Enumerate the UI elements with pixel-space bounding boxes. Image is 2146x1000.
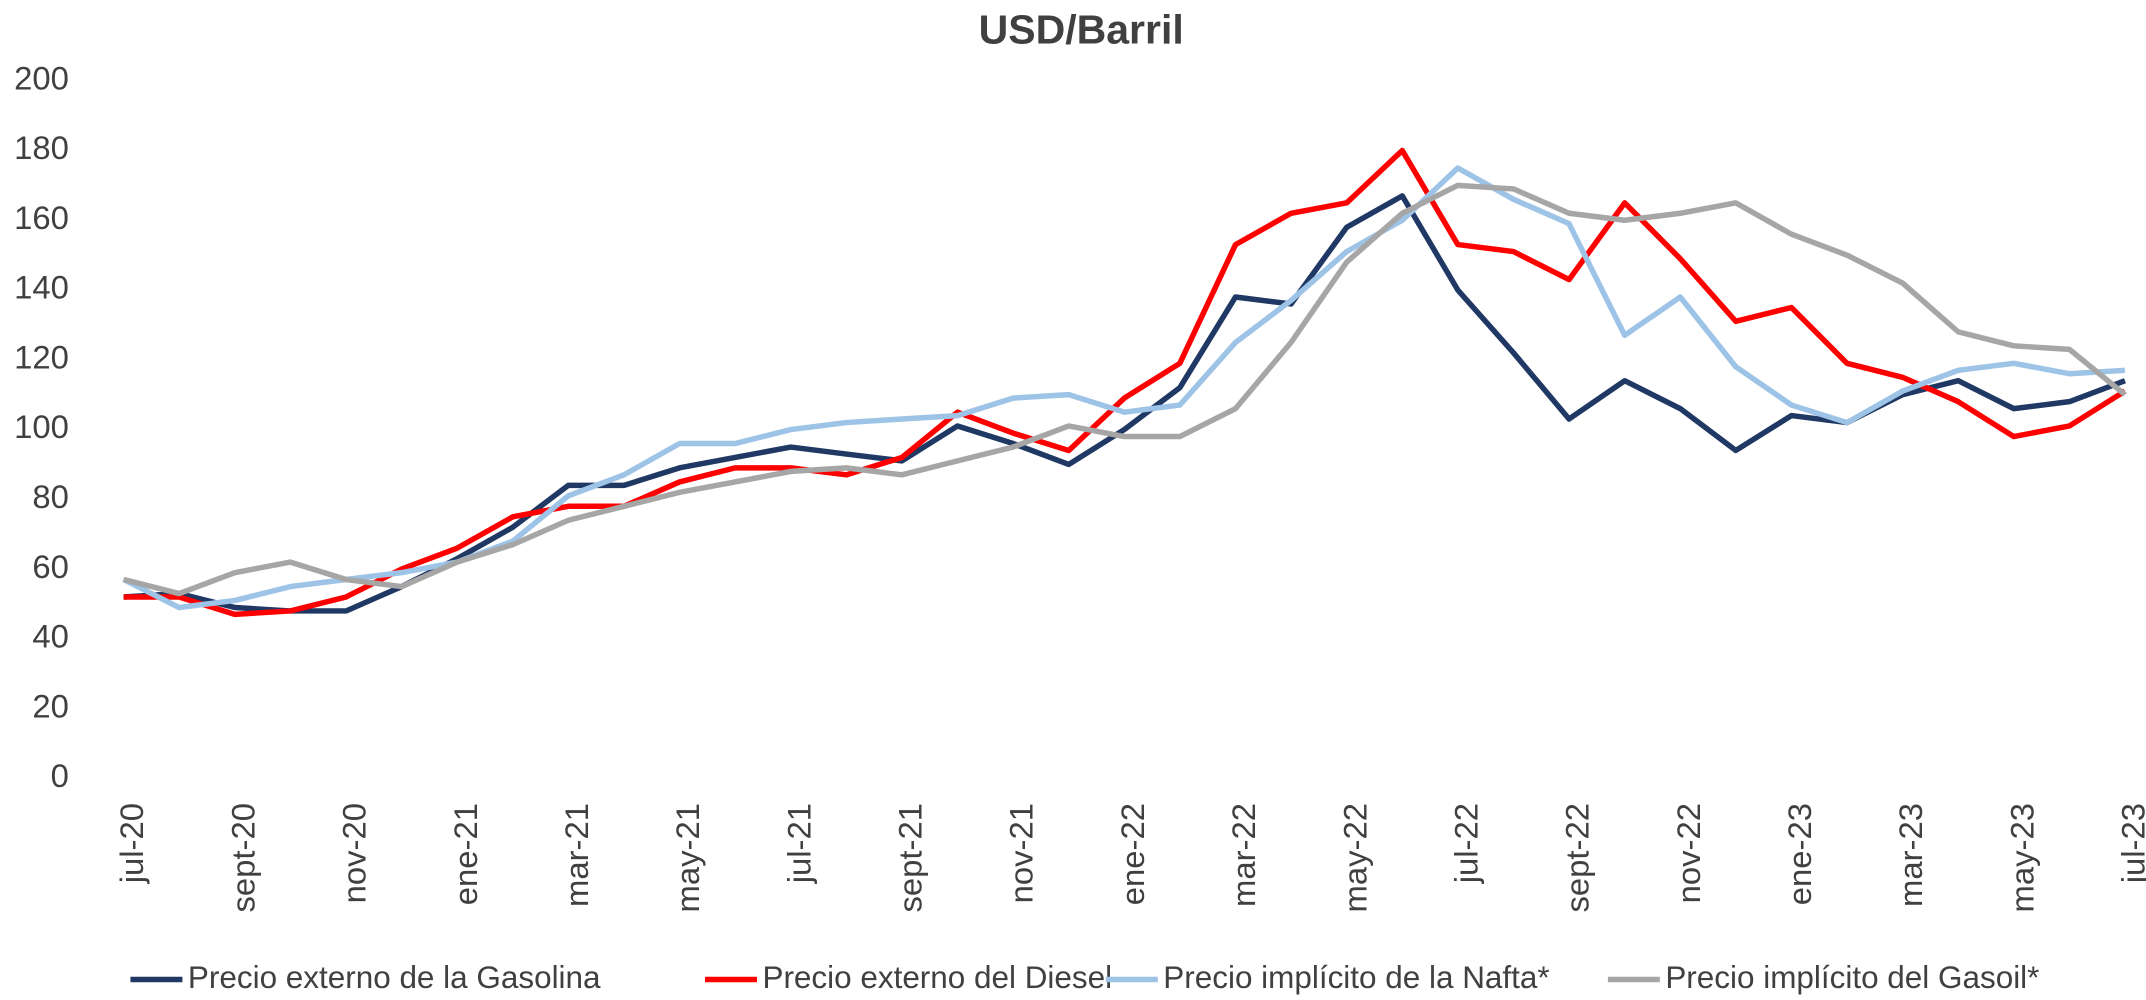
x-tick-label: nov-21 [1003, 803, 1040, 903]
x-tick-label: ene-22 [1114, 803, 1151, 905]
legend-label: Precio externo de la Gasolina [188, 960, 601, 995]
x-tick-label: jul-22 [1447, 803, 1484, 884]
legend-label: Precio externo del Diesel [762, 960, 1112, 995]
y-tick-label: 20 [32, 687, 69, 724]
series-line [123, 147, 2127, 618]
x-tick-label: mar-22 [1225, 803, 1262, 907]
x-tick-label: jul-20 [113, 803, 150, 884]
x-tick-label: ene-23 [1781, 803, 1818, 905]
y-tick-label: 0 [51, 757, 69, 794]
x-tick-label: ene-21 [447, 803, 484, 905]
y-tick-label: 140 [14, 269, 69, 306]
x-tick-label: mar-21 [558, 803, 595, 907]
x-tick-label: sept-22 [1559, 803, 1596, 913]
y-tick-label: 160 [14, 199, 69, 236]
y-tick-label: 180 [14, 129, 69, 166]
series-line [122, 165, 2126, 611]
y-tick-label: 200 [14, 59, 69, 96]
chart-title: USD/Barril [979, 7, 1184, 53]
y-tick-label: 120 [14, 338, 69, 375]
x-tick-label: mar-23 [1892, 803, 1929, 907]
y-tick-label: 80 [32, 478, 69, 515]
x-tick-label: may-23 [2003, 803, 2040, 912]
x-tick-label: nov-22 [1670, 803, 1707, 903]
x-tick-label: sept-21 [892, 803, 929, 913]
series-line [122, 182, 2127, 597]
x-tick-label: may-21 [669, 803, 706, 912]
x-tick-label: may-22 [1336, 803, 1373, 912]
y-tick-label: 40 [32, 618, 69, 655]
x-tick-label: sept-20 [224, 803, 261, 913]
legend-label: Precio implícito de la Nafta* [1163, 960, 1549, 995]
legend-label: Precio implícito del Gasoil* [1665, 960, 2039, 995]
x-tick-label: nov-20 [336, 803, 373, 903]
x-tick-label: jul-21 [780, 803, 817, 884]
y-tick-label: 100 [14, 408, 69, 445]
y-tick-label: 60 [32, 548, 69, 585]
x-tick-label: jul-23 [2115, 803, 2146, 884]
series-line [123, 193, 2126, 614]
